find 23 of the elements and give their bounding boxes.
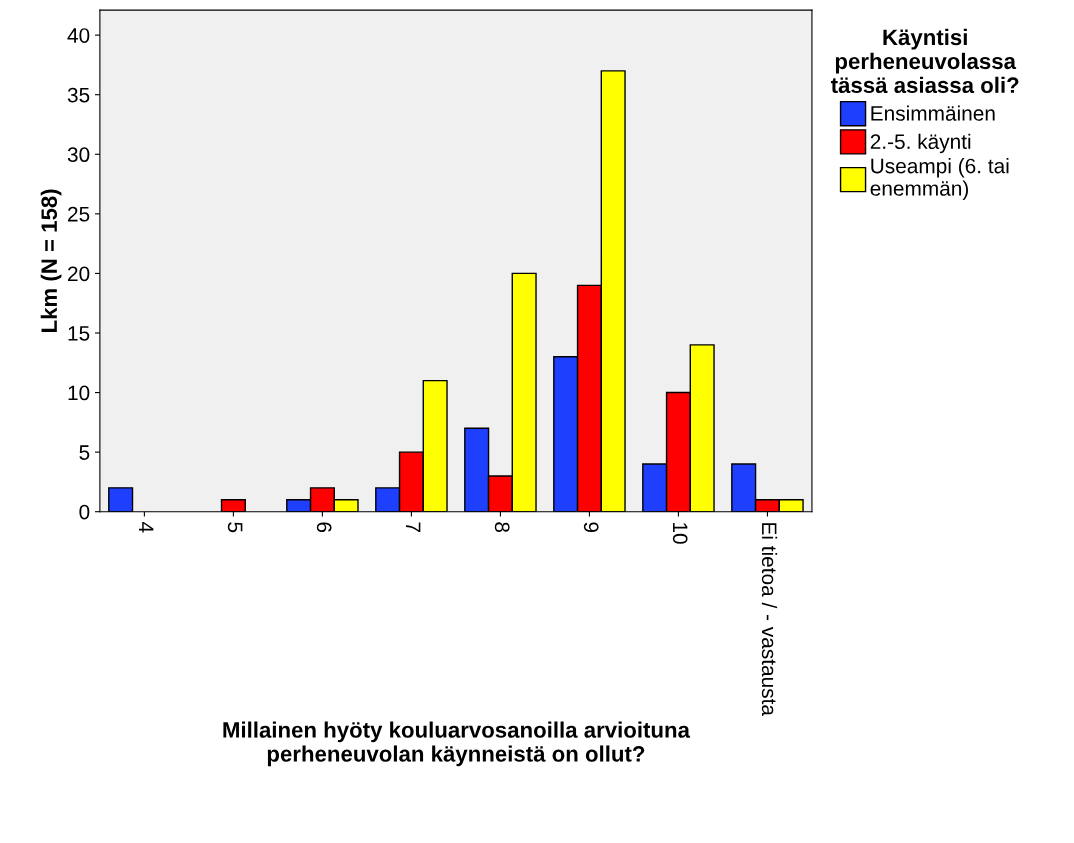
y-tick-label: 5 <box>79 445 90 460</box>
y-tick-label: 15 <box>68 326 90 341</box>
x-tick-label: 5 <box>227 522 243 533</box>
legend-label: 2.-5. käynti <box>870 133 971 154</box>
x-tick-label: 9 <box>583 522 599 533</box>
x-tick-label: Ei tietoa / - vastausta <box>761 523 778 716</box>
x-tick-label: 4 <box>139 521 154 533</box>
x-tick-label: 7 <box>406 522 421 532</box>
y-tick-label: 40 <box>67 28 90 43</box>
y-tick-label: 25 <box>68 206 90 222</box>
legend-label: Ensimmäinen <box>871 105 995 121</box>
y-tick-label: 35 <box>67 87 90 103</box>
x-tick-label: 10 <box>672 523 688 544</box>
y-tick-label: 30 <box>67 147 90 163</box>
legend-title: Käyntisi perheneuvolassa tässä asiassa oli? <box>830 28 1019 94</box>
y-tick-label: 10 <box>68 385 90 401</box>
x-axis-title: Millainen hyöty kouluarvosanoilla arvioituna perheneuvolan käynneistä on ollut? <box>223 721 691 767</box>
y-tick-label: 0 <box>79 504 90 520</box>
y-axis-title: Lkm (N = 158) <box>40 189 62 332</box>
y-tick-label: 20 <box>68 266 90 282</box>
x-tick-label: 8 <box>494 522 510 533</box>
x-tick-label: 6 <box>316 522 332 533</box>
legend-label: Useampi (6. tai enemmän) <box>870 158 1009 200</box>
